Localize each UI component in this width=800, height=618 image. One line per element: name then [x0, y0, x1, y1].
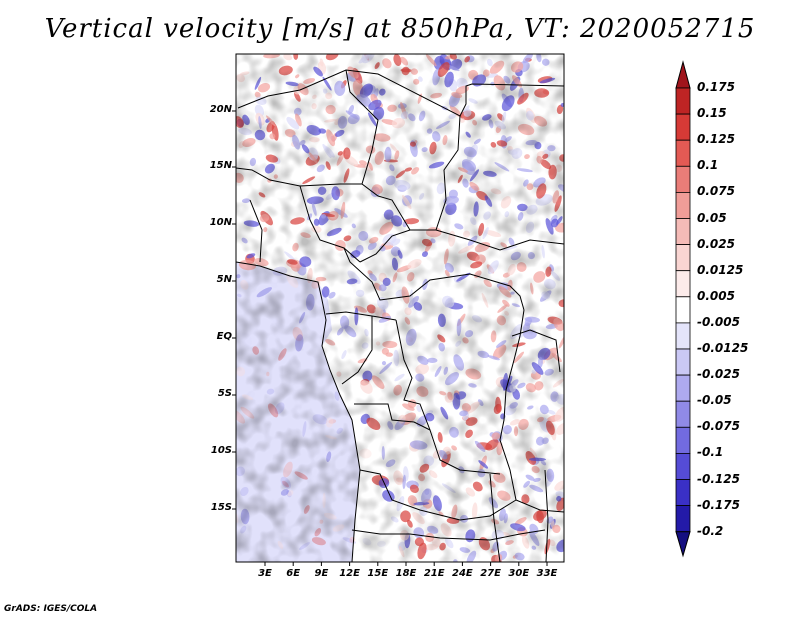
longitude-label: 27E — [480, 568, 501, 579]
colorbar-label: -0.125 — [697, 471, 740, 486]
colorbar-label: 0.1 — [697, 158, 719, 173]
colorbar-label: -0.075 — [697, 419, 740, 434]
longitude-label: 24E — [452, 568, 473, 579]
latitude-label: 15S — [210, 502, 232, 513]
colorbar-swatch — [675, 322, 691, 350]
colorbar-swatch — [675, 374, 691, 402]
latitude-label: 20N — [209, 104, 232, 115]
longitude-label: 9E — [314, 568, 329, 579]
colorbar-swatch — [675, 139, 691, 167]
credit-label: GrADS: IGES/COLA — [4, 604, 98, 614]
colorbar-swatch — [675, 191, 691, 219]
colorbar-swatch — [675, 505, 691, 533]
longitude-label: 3E — [258, 568, 272, 579]
colorbar-swatch — [675, 218, 691, 246]
latitude-label: 5S — [217, 388, 232, 399]
colorbar-swatch — [675, 452, 691, 480]
colorbar-label: -0.025 — [697, 367, 740, 382]
longitude-label: 30E — [508, 568, 530, 579]
colorbar-label: 0.025 — [697, 236, 735, 251]
latitude-label: EQ — [216, 331, 232, 342]
latitude-label: 10S — [210, 445, 232, 456]
colorbar-label: 0.05 — [697, 210, 727, 225]
colorbar-label: -0.0125 — [697, 341, 749, 355]
latitude-label: 5N — [216, 274, 232, 285]
colorbar-swatch — [675, 426, 691, 454]
longitude-label: 33E — [536, 568, 558, 579]
colorbar-label: -0.2 — [697, 523, 724, 538]
colorbar-label: 0.175 — [697, 80, 735, 94]
colorbar-top-arrow — [675, 60, 691, 89]
colorbar-label: 0.0125 — [697, 262, 744, 277]
colorbar-label: 0.005 — [697, 288, 735, 303]
colorbar-swatch — [675, 87, 691, 115]
colorbar-swatch — [675, 296, 691, 324]
colorbar-label: -0.1 — [697, 445, 724, 460]
colorbar-label: 0.15 — [697, 106, 727, 121]
colorbar-swatch — [675, 244, 691, 272]
colorbar-label: -0.175 — [697, 497, 740, 512]
colorbar-label: 0.075 — [697, 184, 735, 199]
colorbar-swatch — [675, 270, 691, 298]
country-borders — [236, 69, 564, 562]
latitude-label: 10N — [209, 217, 232, 228]
colorbar-label: -0.05 — [697, 393, 732, 408]
colorbar-swatch — [675, 113, 691, 141]
colorbar-swatch — [675, 400, 691, 428]
colorbar-swatch — [675, 348, 691, 376]
colorbar — [675, 60, 691, 558]
longitude-label: 15E — [367, 568, 389, 579]
plot-title: Vertical velocity [m/s] at 850hPa, VT: 2… — [44, 14, 756, 44]
colorbar-label: 0.125 — [697, 132, 735, 147]
longitude-label: 12E — [339, 568, 360, 579]
latitude-label: 15N — [209, 160, 232, 171]
colorbar-swatch — [675, 165, 691, 193]
velocity-field — [236, 54, 564, 562]
colorbar-label: -0.005 — [697, 314, 740, 329]
longitude-label: 21E — [423, 568, 445, 579]
map-frame — [235, 53, 565, 563]
longitude-label: 18E — [395, 568, 417, 579]
colorbar-swatch — [675, 479, 691, 507]
longitude-label: 6E — [286, 568, 301, 579]
colorbar-bottom-arrow — [675, 531, 691, 558]
